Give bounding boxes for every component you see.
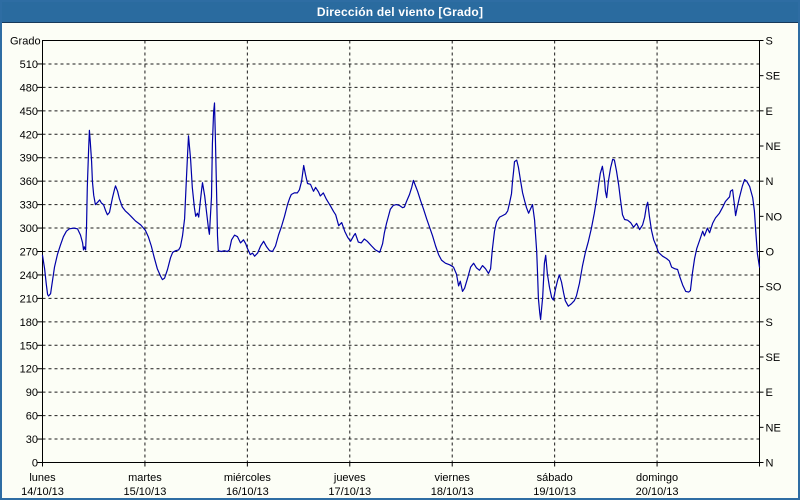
y-left-tick-label: 300 bbox=[20, 223, 38, 235]
x-date-label: 20/10/13 bbox=[636, 486, 679, 498]
title-bar: Dirección del viento [Grado] bbox=[2, 2, 798, 23]
y-right-tick-label: SE bbox=[766, 71, 781, 83]
y-right-tick-label: NE bbox=[766, 141, 781, 153]
y-left-tick-label: 510 bbox=[20, 59, 38, 71]
y-left-tick-label: 330 bbox=[20, 200, 38, 212]
y-left-tick-label: 30 bbox=[26, 434, 38, 446]
x-date-label: 17/10/13 bbox=[328, 486, 371, 498]
y-left-tick-label: 450 bbox=[20, 106, 38, 118]
y-left-tick-label: 180 bbox=[20, 317, 38, 329]
x-day-label: miércoles bbox=[224, 472, 272, 484]
y-right-tick-label: S bbox=[766, 317, 773, 329]
y-left-tick-label: 420 bbox=[20, 129, 38, 141]
y-left-tick-label: 240 bbox=[20, 270, 38, 282]
y-right-tick-label: NO bbox=[766, 211, 783, 223]
y-left-tick-label: 150 bbox=[20, 340, 38, 352]
x-date-label: 16/10/13 bbox=[226, 486, 269, 498]
y-left-axis-title: Grado bbox=[10, 36, 41, 48]
y-left-tick-label: 0 bbox=[32, 458, 38, 470]
y-right-tick-label: SE bbox=[766, 352, 781, 364]
x-day-label: domingo bbox=[636, 472, 678, 484]
x-day-label: jueves bbox=[333, 472, 366, 484]
y-right-tick-label: E bbox=[766, 106, 773, 118]
x-day-label: viernes bbox=[434, 472, 470, 484]
x-day-label: lunes bbox=[29, 472, 56, 484]
y-left-tick-label: 480 bbox=[20, 82, 38, 94]
y-left-tick-label: 210 bbox=[20, 293, 38, 305]
x-date-label: 18/10/13 bbox=[431, 486, 474, 498]
y-right-tick-label: S bbox=[766, 36, 773, 48]
y-right-tick-label: E bbox=[766, 387, 773, 399]
y-left-tick-label: 390 bbox=[20, 153, 38, 165]
y-right-tick-label: N bbox=[766, 458, 774, 470]
y-right-tick-label: NE bbox=[766, 422, 781, 434]
y-right-tick-label: O bbox=[766, 247, 775, 259]
x-date-label: 14/10/13 bbox=[21, 486, 64, 498]
y-left-tick-label: 60 bbox=[26, 411, 38, 423]
x-date-label: 15/10/13 bbox=[124, 486, 167, 498]
plot-frame bbox=[42, 40, 760, 463]
y-right-tick-label: N bbox=[766, 176, 774, 188]
y-right-tick-label: SO bbox=[766, 282, 782, 294]
x-date-label: 19/10/13 bbox=[533, 486, 576, 498]
y-left-tick-label: 120 bbox=[20, 364, 38, 376]
y-left-tick-label: 90 bbox=[26, 387, 38, 399]
y-left-tick-label: 360 bbox=[20, 176, 38, 188]
x-day-label: sábado bbox=[537, 472, 573, 484]
chart-title: Dirección del viento [Grado] bbox=[316, 5, 484, 19]
y-left-tick-label: 270 bbox=[20, 247, 38, 259]
wind-direction-series bbox=[41, 102, 761, 321]
x-day-label: martes bbox=[128, 472, 162, 484]
